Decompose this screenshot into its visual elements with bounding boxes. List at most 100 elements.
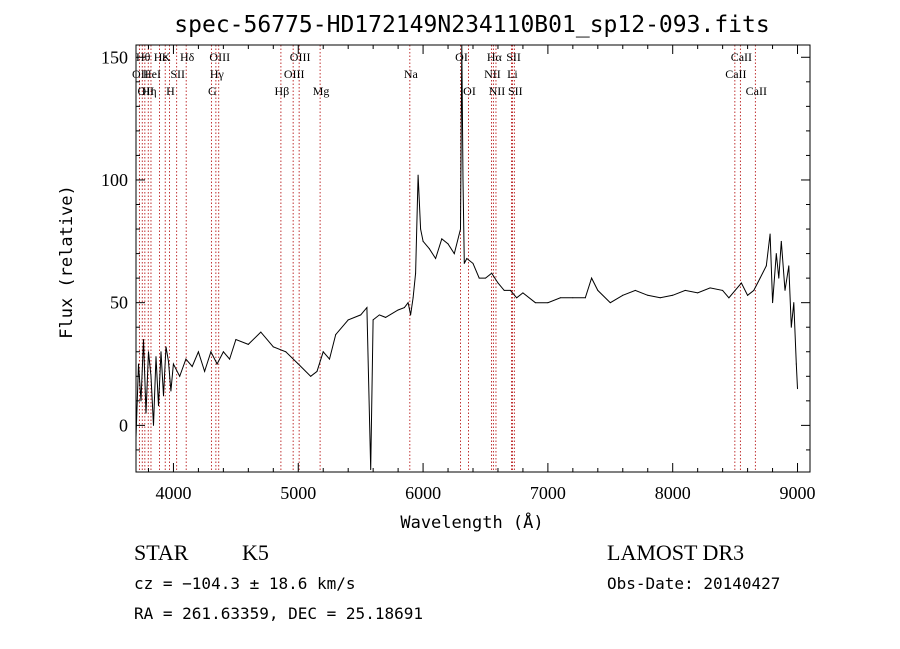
spectrum-point-0-48 xyxy=(415,272,417,274)
line-label-26: CaII xyxy=(725,67,746,81)
spectrum-point-0-8 xyxy=(155,356,157,358)
spectrum-point-0-51 xyxy=(422,240,424,242)
spectrum-point-0-10 xyxy=(160,351,162,353)
spectrum-point-0-4 xyxy=(145,412,147,414)
spectrum-point-0-95 xyxy=(769,233,771,235)
y-tick-label-2: 100 xyxy=(101,170,128,190)
line-label-18: OI xyxy=(455,50,468,64)
line-label-1: Hθ xyxy=(136,50,151,64)
spectrum-point-0-40 xyxy=(372,319,374,321)
spectrum-point-0-82 xyxy=(659,297,661,299)
object-class: STAR xyxy=(134,540,189,565)
spectrum-point-0-56 xyxy=(453,253,455,255)
x-tick-label-2: 6000 xyxy=(405,483,441,503)
x-axis-label: Wavelength (Å) xyxy=(400,511,543,533)
spectrum-point-0-70 xyxy=(522,292,524,294)
spectrum-point-0-20 xyxy=(204,370,206,372)
spectrum-point-0-15 xyxy=(172,363,174,365)
line-label-24: SII xyxy=(506,50,521,64)
spectrum-point-0-2 xyxy=(140,400,142,402)
spectrum-point-0-104 xyxy=(795,363,797,365)
line-label-6: K xyxy=(162,50,171,64)
spectrum-point-0-66 xyxy=(497,282,499,284)
line-label-0: OII xyxy=(132,67,149,81)
spectrum-point-0-98 xyxy=(778,277,780,279)
y-axis-label: Flux (relative) xyxy=(57,185,77,339)
line-label-23: Li xyxy=(507,67,518,81)
line-label-3: Hη xyxy=(142,84,157,98)
line-label-12: OIII xyxy=(209,50,230,64)
spectrum-point-0-49 xyxy=(417,174,419,176)
spectrum-point-0-24 xyxy=(229,358,231,360)
spectrum-point-0-31 xyxy=(310,375,312,377)
spectrum-series-0 xyxy=(135,44,798,470)
line-label-27: CaII xyxy=(731,50,752,64)
spectrum-point-0-34 xyxy=(328,358,330,360)
line-label-21: Hα xyxy=(487,50,503,64)
spectrum-point-0-43 xyxy=(397,309,399,311)
spectrum-point-0-14 xyxy=(170,390,172,392)
spectrum-point-0-13 xyxy=(167,361,169,363)
spectrum-point-0-29 xyxy=(285,351,287,353)
spectrum-point-0-99 xyxy=(780,240,782,242)
spectrum-point-0-42 xyxy=(385,316,387,318)
spectrum-point-0-61 xyxy=(466,258,468,259)
spectrum-point-0-1 xyxy=(137,363,139,365)
spectrum-point-0-69 xyxy=(516,297,518,299)
line-label-22: NII xyxy=(489,84,506,98)
line-label-28: CaII xyxy=(746,84,767,98)
spectrum-point-0-94 xyxy=(765,265,767,267)
spectrum-point-0-74 xyxy=(572,297,574,299)
spectrum-point-0-30 xyxy=(297,363,299,365)
line-label-11: Hγ xyxy=(210,67,225,81)
spectrum-point-0-89 xyxy=(734,289,736,291)
survey-name: LAMOST DR3 xyxy=(607,540,744,565)
x-tick-label-1: 5000 xyxy=(280,483,316,503)
spectrum-point-0-64 xyxy=(484,277,486,279)
spectrum-point-0-85 xyxy=(697,292,699,294)
spectrum-point-0-80 xyxy=(634,289,636,291)
spectrum-point-0-28 xyxy=(272,346,274,348)
spectrum-point-0-32 xyxy=(316,370,318,372)
spectrum-point-0-75 xyxy=(584,297,586,299)
spectrum-layer xyxy=(135,44,799,471)
spectrum-point-0-27 xyxy=(260,331,262,333)
line-label-8: SII xyxy=(170,67,185,81)
spectrum-point-0-21 xyxy=(210,351,212,353)
spectrum-point-0-67 xyxy=(503,289,505,291)
spectrum-point-0-87 xyxy=(722,289,724,291)
spectrum-point-0-59 xyxy=(462,179,464,181)
spectrum-point-0-6 xyxy=(150,375,152,377)
spectrum-point-0-52 xyxy=(428,248,430,250)
spectrum-point-0-5 xyxy=(147,351,149,353)
line-label-14: OIII xyxy=(284,67,305,81)
spectrum-point-0-47 xyxy=(412,297,414,299)
spectrum-point-0-90 xyxy=(740,282,742,284)
line-label-9: Hδ xyxy=(180,50,195,64)
line-label-17: Na xyxy=(404,67,419,81)
spectrum-point-0-84 xyxy=(684,289,686,291)
tick-layer: 4000 5000 6000 7000 8000 9000 0 50 100 150 xyxy=(101,45,816,503)
spectrum-point-0-17 xyxy=(185,358,187,360)
spectrum-point-0-9 xyxy=(157,405,159,407)
line-label-15: OIII xyxy=(290,50,311,64)
spectrum-point-0-60 xyxy=(463,262,465,264)
spectrum-point-0-63 xyxy=(478,277,480,279)
y-tick-label-0: 0 xyxy=(119,415,128,435)
line-label-20: NII xyxy=(484,67,501,81)
spectrum-point-0-26 xyxy=(247,343,249,345)
coordinates: RA = 261.63359, DEC = 25.18691 xyxy=(134,604,423,623)
spectrum-point-0-88 xyxy=(728,297,730,299)
spectrum-point-0-79 xyxy=(622,294,624,296)
x-tick-label-0: 4000 xyxy=(155,483,191,503)
spectrum-point-0-78 xyxy=(609,302,611,304)
spectrum-point-0-55 xyxy=(447,243,449,245)
spectrum-point-0-81 xyxy=(647,294,649,296)
x-tick-label-3: 7000 xyxy=(530,483,566,503)
spectrum-point-0-86 xyxy=(709,287,711,289)
line-label-5: Hε xyxy=(154,50,168,64)
y-tick-label-3: 150 xyxy=(101,47,128,67)
spectrum-point-0-53 xyxy=(435,258,437,259)
spectrum-point-0-92 xyxy=(753,289,755,291)
